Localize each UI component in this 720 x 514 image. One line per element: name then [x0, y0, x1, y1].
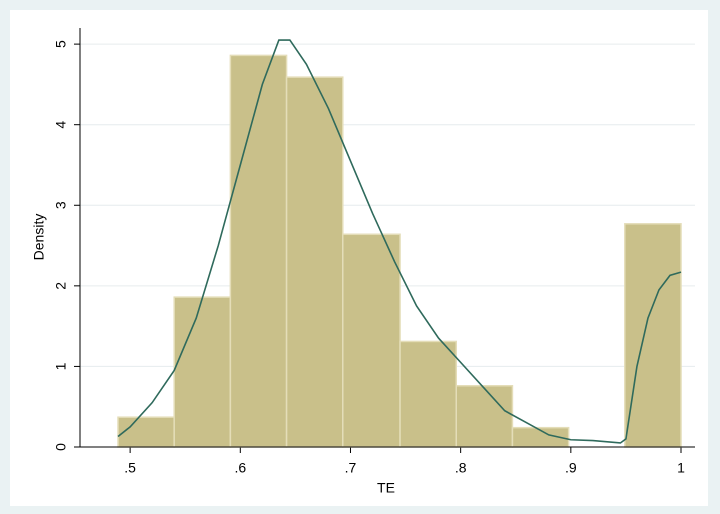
y-tick-label: 1	[53, 362, 69, 370]
bar	[173, 296, 232, 448]
y-axis-title: Density	[31, 214, 47, 261]
y-tick-label: 2	[53, 282, 69, 290]
x-tick-label: 1	[677, 460, 685, 476]
x-tick-label: .7	[345, 460, 357, 476]
y-tick-label: 0	[53, 443, 69, 451]
x-axis-title: TE	[377, 480, 395, 496]
bar	[117, 416, 175, 448]
x-tick-label: .6	[234, 460, 246, 476]
x-tick-label: .9	[565, 460, 577, 476]
bar	[399, 340, 457, 448]
density-line	[117, 39, 682, 444]
bar	[229, 54, 288, 448]
y-tick-label: 3	[53, 201, 69, 209]
y-tick-label: 4	[53, 121, 69, 129]
bar	[342, 233, 401, 448]
x-tick-label: .5	[124, 460, 136, 476]
bar	[285, 76, 344, 448]
y-tick-label: 5	[53, 40, 69, 48]
bar	[455, 385, 514, 448]
bar	[624, 223, 682, 448]
x-tick-label: .8	[455, 460, 467, 476]
